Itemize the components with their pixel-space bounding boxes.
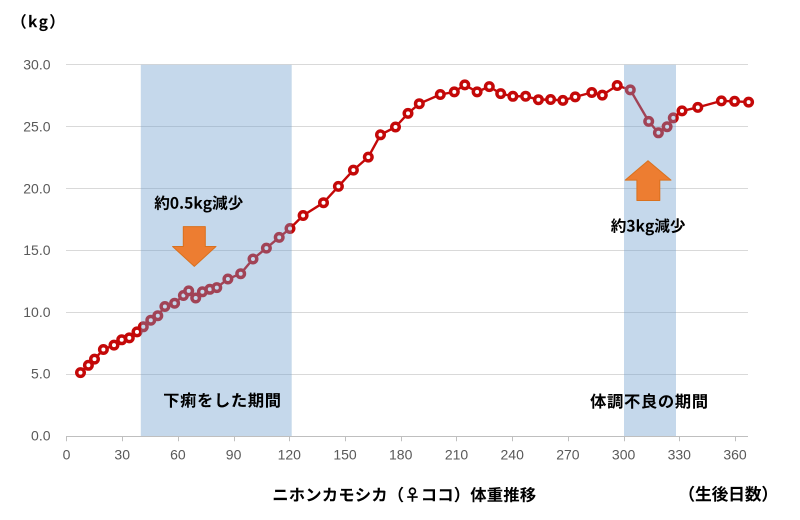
svg-text:10.0: 10.0 bbox=[23, 304, 50, 320]
svg-text:25.0: 25.0 bbox=[23, 119, 50, 135]
svg-text:30: 30 bbox=[114, 446, 130, 462]
svg-text:150: 150 bbox=[333, 446, 357, 462]
svg-text:90: 90 bbox=[226, 446, 242, 462]
svg-text:5.0: 5.0 bbox=[31, 366, 51, 382]
svg-text:0: 0 bbox=[63, 446, 71, 462]
svg-text:30.0: 30.0 bbox=[23, 57, 50, 73]
svg-text:120: 120 bbox=[278, 446, 302, 462]
svg-text:300: 300 bbox=[612, 446, 636, 462]
svg-text:15.0: 15.0 bbox=[23, 242, 50, 258]
svg-text:270: 270 bbox=[556, 446, 580, 462]
svg-text:330: 330 bbox=[668, 446, 692, 462]
svg-text:0.0: 0.0 bbox=[31, 428, 51, 444]
svg-text:360: 360 bbox=[723, 446, 747, 462]
svg-text:210: 210 bbox=[445, 446, 469, 462]
svg-text:180: 180 bbox=[389, 446, 413, 462]
svg-text:60: 60 bbox=[170, 446, 186, 462]
svg-text:20.0: 20.0 bbox=[23, 180, 50, 196]
svg-text:240: 240 bbox=[501, 446, 525, 462]
